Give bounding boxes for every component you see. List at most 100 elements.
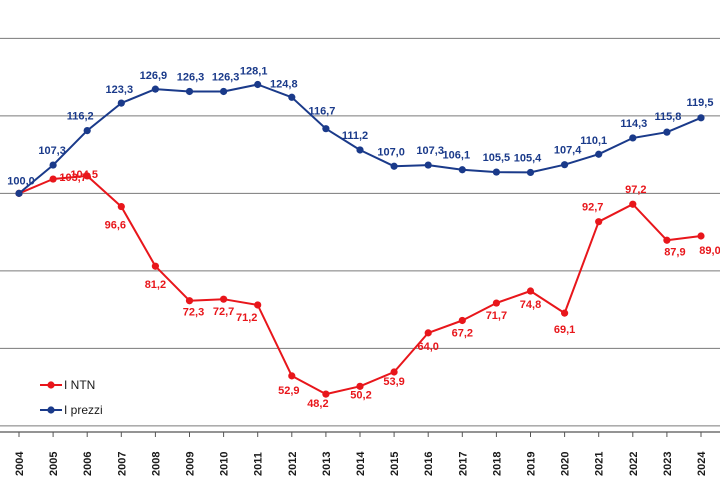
data-label-prezzi: 107,3 (416, 145, 444, 157)
legend-label-ntn: I NTN (64, 378, 95, 392)
data-point-ntn (322, 390, 330, 398)
data-label-ntn: 69,1 (554, 324, 575, 336)
data-label-prezzi: 110,1 (580, 135, 607, 147)
data-point-ntn (220, 295, 228, 303)
data-label-ntn: 74,8 (520, 299, 541, 311)
data-label-ntn: 48,2 (307, 398, 328, 410)
x-tick-label: 2024 (696, 451, 708, 476)
data-label-prezzi: 124,8 (270, 78, 298, 90)
data-point-ntn (561, 309, 569, 317)
data-label-prezzi: 105,4 (514, 152, 542, 164)
data-label-ntn: 71,2 (236, 312, 257, 324)
data-label-ntn: 92,7 (582, 202, 603, 214)
data-point-prezzi (254, 80, 262, 89)
x-tick-label: 2005 (48, 452, 60, 476)
data-point-ntn (288, 372, 296, 380)
data-label-ntn: 52,9 (278, 385, 299, 397)
data-point-prezzi (424, 161, 432, 169)
data-point-prezzi (595, 150, 603, 158)
x-tick-label: 2004 (14, 451, 26, 476)
data-point-prezzi (288, 93, 296, 101)
data-point-prezzi (526, 168, 535, 177)
x-tick-label: 2008 (150, 452, 162, 476)
data-point-ntn (663, 236, 671, 244)
x-tick-label: 2006 (82, 452, 94, 476)
x-tick-label: 2007 (116, 452, 128, 476)
data-point-ntn (151, 262, 159, 270)
x-tick-label: 2013 (321, 452, 333, 476)
data-label-prezzi: 128,1 (240, 65, 268, 77)
data-point-prezzi (561, 161, 569, 169)
series-points (15, 80, 705, 398)
x-tick-label: 2023 (662, 452, 674, 476)
data-point-ntn (629, 200, 637, 208)
data-point-prezzi (492, 168, 500, 176)
data-point-prezzi (356, 146, 364, 154)
data-point-prezzi (117, 99, 125, 107)
data-point-ntn (356, 382, 364, 390)
data-label-ntn: 71,7 (486, 310, 507, 322)
x-tick-label: 2014 (355, 451, 367, 476)
data-point-ntn (390, 368, 398, 376)
data-label-ntn: 104,5 (70, 169, 98, 181)
data-point-ntn (526, 287, 535, 295)
data-point-ntn (697, 232, 705, 240)
gridlines (0, 37, 720, 427)
data-point-prezzi (83, 127, 91, 135)
x-tick-label: 2020 (560, 452, 572, 476)
x-tick-label: 2017 (457, 452, 469, 476)
data-label-prezzi: 114,3 (620, 118, 647, 130)
legend-label-prezzi: I prezzi (64, 403, 103, 417)
x-tick-label: 2019 (526, 452, 538, 476)
data-point-ntn (254, 301, 262, 309)
data-label-prezzi: 123,3 (106, 84, 134, 96)
data-point-ntn (49, 175, 57, 183)
x-tick-label: 2009 (185, 452, 197, 476)
data-label-ntn: 87,9 (664, 246, 685, 258)
x-axis-ticks: 2004 2005 2006 2007 2008 2009 2010 2011 2012 2013… (14, 432, 708, 476)
data-point-prezzi (697, 114, 705, 122)
data-label-ntn: 97,2 (625, 184, 646, 196)
data-label-ntn: 103,7 (59, 172, 87, 184)
data-label-prezzi: 116,7 (308, 106, 335, 118)
x-tick-label: 2016 (423, 452, 435, 476)
data-label-prezzi: 126,3 (177, 71, 205, 83)
data-point-prezzi (629, 134, 637, 142)
x-tick-label: 2021 (594, 452, 606, 476)
data-label-ntn: 64,0 (417, 341, 438, 353)
data-point-ntn (83, 172, 91, 180)
legend-item-ntn: I NTN (40, 378, 95, 392)
data-label-ntn: 72,3 (183, 307, 204, 319)
data-point-ntn (424, 329, 432, 337)
data-label-prezzi: 126,3 (212, 71, 240, 83)
data-label-prezzi: 126,9 (140, 70, 168, 82)
data-label-prezzi: 107,0 (377, 146, 405, 158)
data-label-prezzi: 111,2 (342, 130, 368, 142)
x-tick-label: 2011 (253, 452, 265, 476)
data-label-ntn: 72,7 (213, 306, 234, 318)
x-tick-label: 2010 (219, 452, 231, 476)
data-label-ntn: 96,6 (105, 220, 126, 232)
data-point-prezzi (458, 166, 466, 174)
data-label-prezzi: 115,8 (654, 111, 681, 123)
data-label-prezzi: 116,2 (67, 111, 94, 123)
data-label-prezzi: 106,1 (443, 150, 471, 162)
data-point-prezzi (49, 161, 57, 169)
legend: I NTN I prezzi (40, 378, 103, 417)
data-label-prezzi: 105,5 (483, 152, 511, 164)
data-point-ntn (185, 297, 194, 305)
data-point-prezzi (322, 125, 330, 133)
data-label-prezzi: 107,3 (38, 145, 66, 157)
x-tick-label: 2018 (491, 452, 503, 476)
data-label-ntn: 81,2 (145, 279, 166, 291)
data-point-prezzi (663, 128, 671, 136)
legend-item-prezzi: I prezzi (40, 403, 103, 417)
data-point-ntn (117, 202, 125, 211)
data-label-prezzi: 100,0 (7, 175, 35, 187)
data-point-prezzi (390, 162, 398, 170)
data-point-prezzi (15, 189, 23, 197)
data-point-ntn (458, 316, 466, 325)
data-label-ntn: 89,0 (699, 245, 720, 257)
